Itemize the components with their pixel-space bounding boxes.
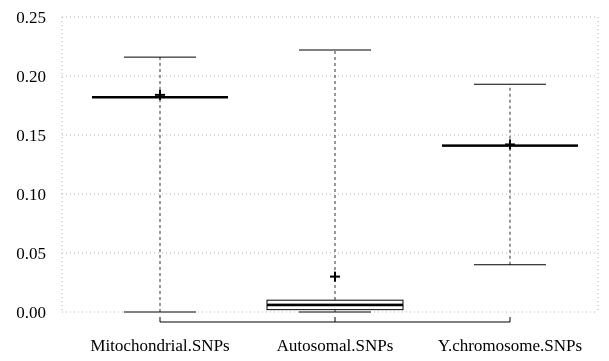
y-tick-label: 0.15 — [16, 126, 46, 145]
y-tick-label: 0.25 — [16, 8, 46, 27]
grid-layer — [61, 16, 599, 313]
y-tick-label: 0.00 — [16, 303, 46, 322]
x-tick-label: Mitochondrial.SNPs — [90, 336, 229, 355]
box-group — [442, 83, 578, 266]
y-tick-label: 0.05 — [16, 244, 46, 263]
x-tick-label: Y.chromosome.SNPs — [438, 336, 582, 355]
box-group — [92, 56, 228, 313]
y-tick-label: 0.10 — [16, 185, 46, 204]
y-tick-label: 0.20 — [16, 67, 46, 86]
x-tick-label: Autosomal.SNPs — [277, 336, 394, 355]
axis-layer: 0.00 0.05 0.10 0.15 0.20 0.25 Mitochondrial.SN… — [16, 8, 582, 355]
box-layer — [92, 49, 578, 313]
box-group — [266, 49, 404, 313]
